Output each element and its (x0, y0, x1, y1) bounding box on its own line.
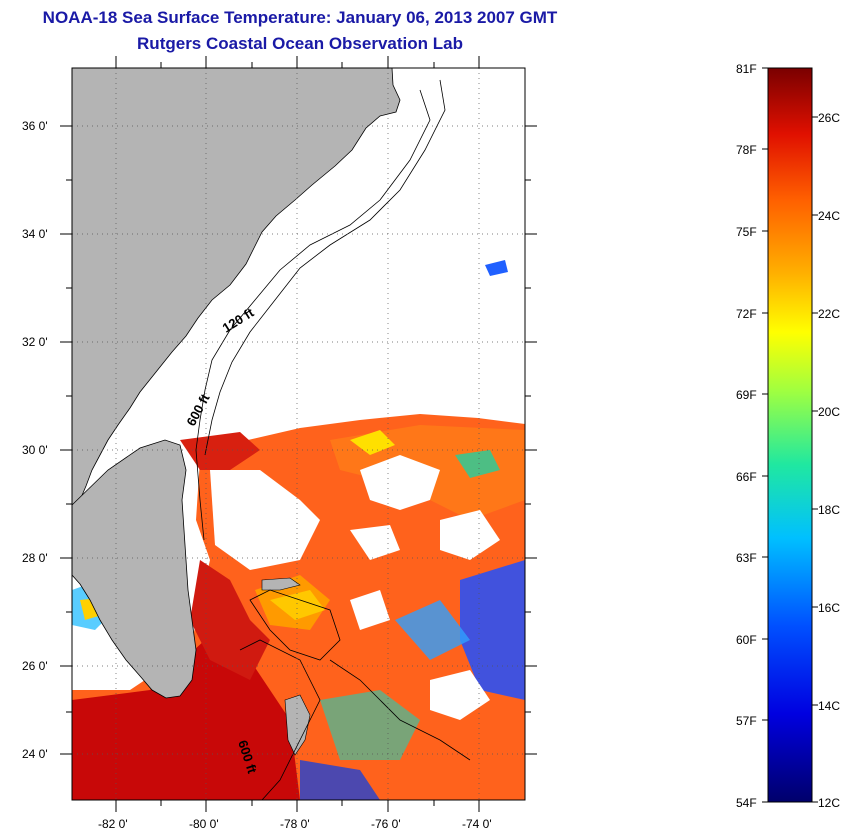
island (284, 694, 311, 756)
latitude-labels: 36 0' 34 0' 32 0' 30 0' 28 0' 26 0' 24 0… (22, 119, 48, 761)
frame-ticks (60, 56, 537, 812)
c-label: 18C (818, 503, 840, 517)
longitude-labels: -82 0' -80 0' -78 0' -76 0' -74 0' (98, 817, 492, 831)
c-label: 26C (818, 111, 840, 125)
map-frame (71, 67, 526, 801)
lat-label: 36 0' (22, 119, 48, 133)
depth-contours (195, 79, 471, 800)
f-label: 60F (736, 633, 757, 647)
celsius-labels: 26C 24C 22C 20C 18C 16C 14C 12C (818, 111, 840, 810)
lat-label: 28 0' (22, 551, 48, 565)
c-label: 24C (818, 209, 840, 223)
map-subtitle: Rutgers Coastal Ocean Observation Lab (137, 34, 463, 53)
florida-peninsula (72, 439, 197, 699)
colorbar-gradient (767, 67, 813, 803)
lon-label: -74 0' (462, 817, 492, 831)
f-label: 75F (736, 225, 757, 239)
c-label: 22C (818, 307, 840, 321)
f-label: 81F (736, 62, 757, 76)
c-label: 16C (818, 601, 840, 615)
lat-label: 32 0' (22, 335, 48, 349)
lon-label: -78 0' (280, 817, 310, 831)
island (261, 577, 301, 591)
map-title: NOAA-18 Sea Surface Temperature: January… (42, 8, 558, 27)
f-label: 63F (736, 551, 757, 565)
c-label: 14C (818, 699, 840, 713)
lon-label: -82 0' (98, 817, 128, 831)
f-label: 66F (736, 470, 757, 484)
lon-label: -76 0' (371, 817, 401, 831)
lat-label: 34 0' (22, 227, 48, 241)
f-label: 69F (736, 388, 757, 402)
lon-label: -80 0' (189, 817, 219, 831)
lat-label: 24 0' (22, 747, 48, 761)
sst-map-area: 120 ft 600 ft 600 ft (72, 68, 525, 800)
land-mass (72, 68, 401, 506)
f-label: 72F (736, 307, 757, 321)
f-label: 78F (736, 143, 757, 157)
f-label: 54F (736, 796, 757, 810)
cloud-mask (72, 455, 500, 720)
fahrenheit-labels: 81F 78F 75F 72F 69F 66F 63F 60F 57F 54F (736, 62, 757, 810)
graticule (72, 68, 525, 800)
c-label: 20C (818, 405, 840, 419)
colorbar: 81F 78F 75F 72F 69F 66F 63F 60F 57F 54F … (736, 62, 840, 810)
lat-label: 26 0' (22, 659, 48, 673)
f-label: 57F (736, 714, 757, 728)
c-label: 12C (818, 796, 840, 810)
lat-label: 30 0' (22, 443, 48, 457)
